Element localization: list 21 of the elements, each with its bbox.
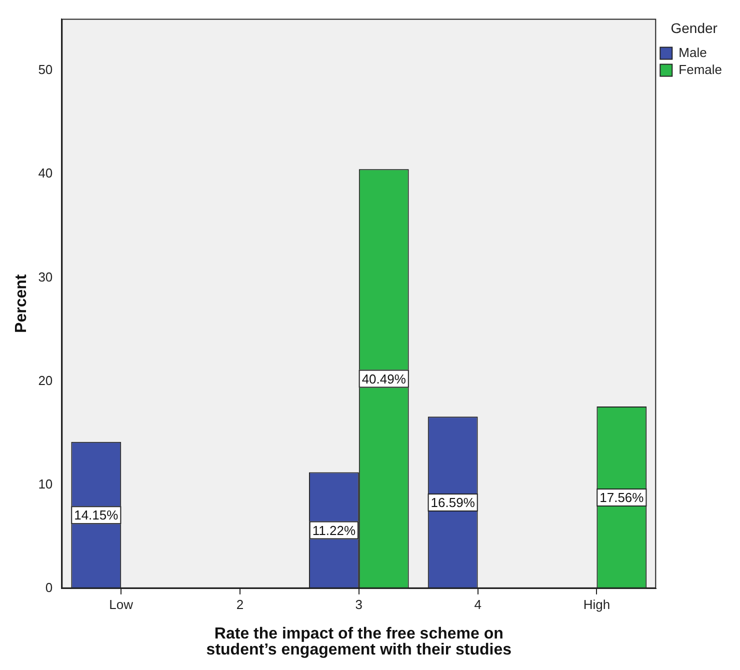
data-label: 17.56% xyxy=(600,490,644,506)
data-label: 14.15% xyxy=(74,508,119,523)
x-tick-label: Low xyxy=(109,596,134,612)
y-tick-label: 50 xyxy=(38,62,53,78)
x-tick-label: 3 xyxy=(355,596,363,612)
y-tick-label: 0 xyxy=(45,580,53,595)
legend-label: Male xyxy=(678,44,707,60)
x-tick-label: High xyxy=(583,596,610,612)
data-label: 16.59% xyxy=(430,495,476,510)
data-label: 11.22% xyxy=(312,522,356,538)
y-axis-title: Percent xyxy=(13,274,30,333)
legend-title: Gender xyxy=(670,20,718,36)
y-tick-label: 10 xyxy=(38,476,53,492)
y-tick-label: 40 xyxy=(38,166,53,181)
y-tick-label: 20 xyxy=(38,372,53,388)
x-tick-label: 4 xyxy=(474,596,482,612)
y-tick-label: 30 xyxy=(38,269,53,284)
data-label: 40.49% xyxy=(362,371,406,386)
x-tick-label: 2 xyxy=(236,596,244,612)
x-axis-title: Rate the impact of the free scheme on student’s engagement with their studies xyxy=(206,625,512,658)
legend-label: Female xyxy=(678,62,722,77)
